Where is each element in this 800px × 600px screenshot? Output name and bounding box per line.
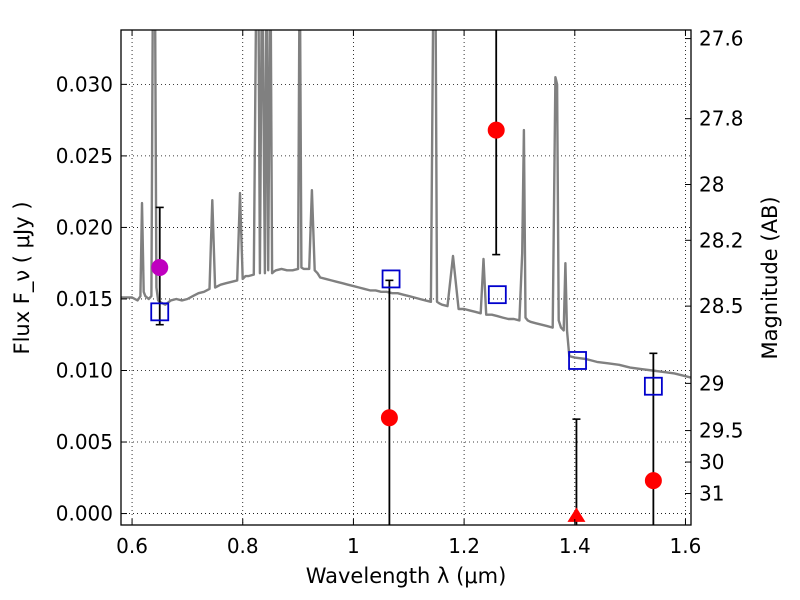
y-tick-label: 0.015 bbox=[56, 287, 113, 311]
x-tick-label: 0.8 bbox=[227, 534, 259, 558]
data-point-circle bbox=[151, 258, 169, 276]
x-tick-label: 1 bbox=[347, 534, 360, 558]
data-point-square bbox=[381, 269, 401, 289]
x-tick-label: 1.2 bbox=[448, 534, 480, 558]
y-tick-label: 0.000 bbox=[56, 502, 113, 526]
marker-layer bbox=[150, 121, 663, 522]
data-point-circle bbox=[380, 409, 398, 427]
y-tick-label: 0.005 bbox=[56, 430, 113, 454]
data-point-square bbox=[643, 376, 663, 396]
grid-lines bbox=[121, 30, 691, 525]
y2-axis-title: Magnitude (AB) bbox=[758, 196, 782, 359]
data-point-square bbox=[568, 351, 587, 370]
y-tick-label: 0.010 bbox=[56, 358, 113, 382]
y-tick-label: 0.020 bbox=[56, 215, 113, 239]
x-tick-label: 1.4 bbox=[559, 534, 591, 558]
data-point-square bbox=[487, 285, 507, 305]
y2-tick-label: 30 bbox=[699, 450, 724, 474]
x-tick-label: 1.6 bbox=[670, 534, 702, 558]
data-point-circle bbox=[644, 472, 662, 490]
y2-tick-label: 29.5 bbox=[699, 419, 744, 443]
y-tick-label: 0.025 bbox=[56, 144, 113, 168]
y2-tick-label: 28.2 bbox=[699, 228, 744, 252]
y2-tick-label: 31 bbox=[699, 482, 724, 506]
y2-tick-label: 29 bbox=[699, 371, 724, 395]
y2-tick-label: 28.5 bbox=[699, 294, 744, 318]
series-layer bbox=[121, 30, 691, 379]
y2-tick-label: 28 bbox=[699, 173, 724, 197]
spectrum-line bbox=[121, 30, 691, 379]
y2-tick-label: 27.6 bbox=[699, 27, 744, 51]
x-tick-label: 0.6 bbox=[116, 534, 148, 558]
y-axis-title: Flux F_ν ( μJy ) bbox=[10, 201, 35, 354]
x-axis-title: Wavelength λ (μm) bbox=[306, 564, 507, 588]
data-point-triangle bbox=[567, 507, 586, 522]
data-point-circle bbox=[487, 121, 505, 139]
plot-background bbox=[121, 30, 691, 525]
y-axis: 0.000 0.005 0.010 0.015 0.020 0.025 0.030 bbox=[56, 72, 127, 526]
y2-tick-label: 27.8 bbox=[699, 107, 744, 131]
x-axis: 0.6 0.8 1 1.2 1.4 1.6 bbox=[116, 30, 701, 558]
y-tick-label: 0.030 bbox=[56, 72, 113, 96]
data-point-square bbox=[150, 302, 170, 322]
plot-frame bbox=[120, 29, 692, 526]
y2-axis: 27.6 27.8 28 28.2 28.5 29 29.5 30 31 bbox=[685, 27, 744, 506]
